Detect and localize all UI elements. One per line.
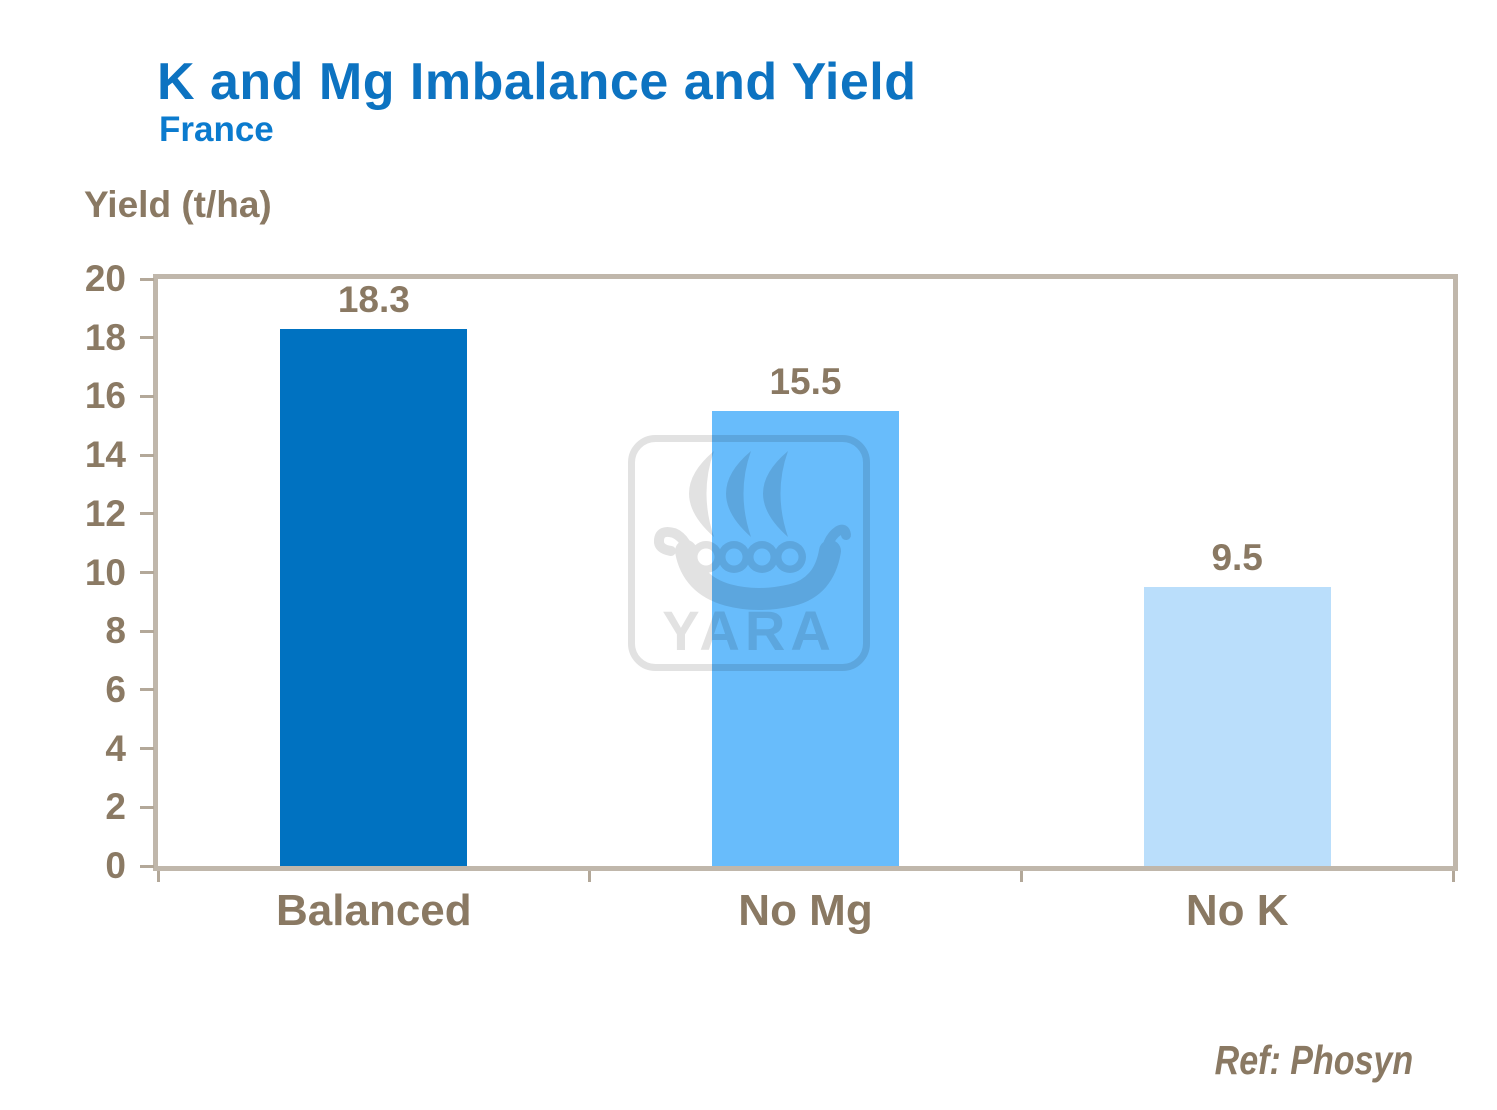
y-tick-mark	[140, 688, 154, 692]
y-tick-mark	[140, 864, 154, 868]
watermark-frame	[628, 435, 870, 671]
chart-subtitle: France	[159, 110, 274, 149]
y-tick-label: 20	[84, 258, 126, 299]
y-tick-label: 16	[84, 375, 126, 417]
x-tick-mark	[588, 871, 592, 882]
reference-note: Ref: Phosyn	[1214, 1037, 1413, 1083]
y-tick-mark	[140, 394, 154, 398]
x-tick-mark	[1019, 871, 1023, 882]
x-category-label: No Mg	[738, 886, 873, 935]
bar-value-label: 15.5	[769, 361, 842, 403]
y-tick-label: 0	[105, 845, 126, 886]
y-tick-mark	[140, 805, 154, 809]
viking-ship-icon: YARA	[628, 435, 870, 671]
x-tick-mark	[156, 871, 160, 882]
x-tick-mark	[1451, 871, 1455, 882]
bar-no-k	[1143, 587, 1331, 866]
x-category-label: No K	[1185, 886, 1289, 935]
y-tick-mark	[140, 747, 154, 751]
chart-title: K and Mg Imbalance and Yield	[157, 53, 917, 111]
y-tick-mark	[140, 512, 154, 516]
y-tick-label: 4	[105, 727, 126, 769]
bar-value-label: 9.5	[1211, 537, 1263, 579]
y-tick-mark	[140, 571, 154, 574]
y-tick-label: 2	[105, 786, 126, 828]
bar-value-label: 18.3	[337, 278, 410, 320]
watermark-wordmark: YARA	[662, 599, 836, 662]
x-category-label: Balanced	[276, 886, 472, 935]
bar-balanced	[280, 328, 468, 866]
y-tick-mark	[140, 453, 154, 457]
y-tick-label: 8	[105, 610, 126, 652]
y-tick-label: 12	[84, 492, 126, 534]
y-tick-label: 14	[84, 434, 126, 476]
y-tick-mark	[140, 629, 154, 633]
y-axis-title: Yield (t/ha)	[84, 184, 272, 225]
y-tick-label: 10	[84, 551, 126, 593]
y-tick-label: 18	[84, 316, 126, 358]
y-tick-mark	[140, 277, 154, 281]
y-tick-label: 6	[105, 668, 126, 710]
y-tick-mark	[140, 336, 154, 340]
yara-watermark-logo: YARA	[628, 435, 870, 671]
